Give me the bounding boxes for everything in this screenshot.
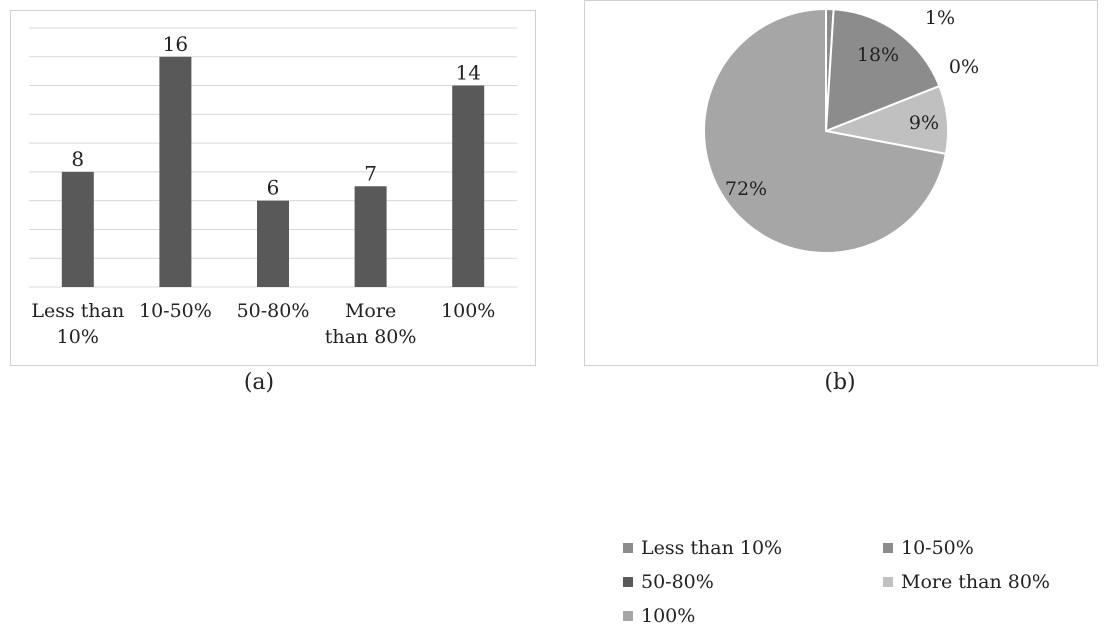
bar-data-label: 16: [163, 32, 188, 56]
pie-data-label: 18%: [857, 44, 899, 66]
caption-a: (a): [243, 370, 275, 395]
pie-slice: [824, 8, 941, 133]
grid-lines: [29, 27, 517, 259]
legend-item-more-than-80: More than 80%: [883, 571, 1050, 593]
pie-chart: 1% 18% 0% 9% 72%: [703, 7, 979, 254]
legend-item-10-50: 10-50%: [883, 537, 974, 559]
bar-data-label: 7: [364, 161, 377, 185]
legend-swatch: [623, 543, 633, 553]
caption-b: (b): [824, 370, 856, 395]
bar: [452, 85, 485, 287]
pie-data-label: 0%: [949, 56, 979, 78]
pie-data-label: 1%: [925, 7, 955, 29]
x-tick-label: 50-80%: [237, 300, 310, 322]
legend-swatch: [883, 577, 893, 587]
bar: [257, 200, 289, 287]
legend-label: 50-80%: [641, 571, 714, 593]
pie-data-label: 9%: [909, 112, 939, 134]
x-tick-label: More than 80%: [325, 300, 417, 348]
x-tick-label: 100%: [441, 300, 495, 322]
bar-chart-panel: 8 Less than 10% 16 10-50% 6 50-80% 7 More than 80…: [10, 10, 536, 366]
legend-label: Less than 10%: [641, 537, 783, 559]
x-tick-label: Less than 10%: [31, 300, 124, 348]
legend-label: 100%: [641, 605, 696, 627]
legend-label: 10-50%: [901, 537, 974, 559]
legend-item-50-80: 50-80%: [623, 571, 714, 593]
legend-label: More than 80%: [901, 571, 1050, 593]
legend-swatch: [623, 611, 633, 621]
bar-data-label: 8: [71, 147, 84, 171]
pie-slices: [703, 7, 949, 254]
legend-swatch: [883, 543, 893, 553]
bar-data-label: 6: [267, 176, 280, 200]
bar: [159, 56, 192, 288]
bar: [61, 171, 94, 287]
pie-data-label: 72%: [725, 178, 767, 200]
bar-data-label: 14: [455, 61, 480, 85]
bar: [354, 186, 387, 287]
bar-chart: 8 Less than 10% 16 10-50% 6 50-80% 7 More than 80…: [29, 27, 517, 348]
pie-slice: [703, 7, 948, 254]
pie-chart-panel: 1% 18% 0% 9% 72% Less than 10% 10-50% 50-80%…: [584, 0, 1098, 627]
legend-item-less-than-10: Less than 10%: [623, 537, 782, 559]
legend-swatch: [623, 577, 633, 587]
x-tick-label: 10-50%: [139, 300, 212, 322]
legend-item-100: 100%: [623, 605, 695, 627]
